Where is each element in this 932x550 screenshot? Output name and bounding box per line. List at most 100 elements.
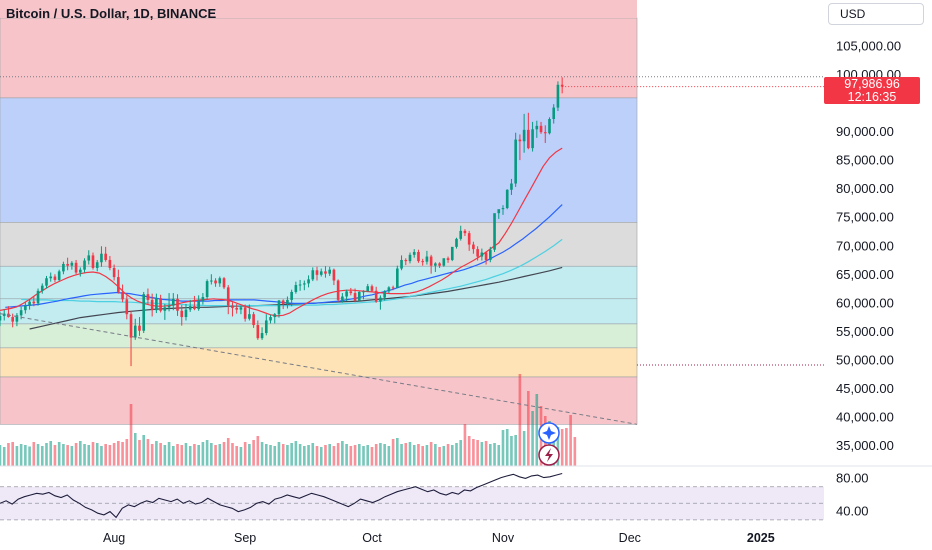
candle-body [560, 84, 564, 87]
volume-bar [176, 444, 179, 466]
chart-title: Bitcoin / U.S. Dollar, 1D, BINANCE [6, 6, 217, 21]
candle-body [345, 291, 348, 297]
volume-bar [324, 445, 327, 466]
candle-body [108, 259, 112, 268]
volume-bar [62, 444, 65, 466]
candle-body [548, 119, 551, 134]
candle-body [159, 298, 162, 311]
volume-bar [159, 443, 162, 466]
price-tick-label: 55,000.00 [836, 324, 894, 339]
volume-bar [28, 446, 31, 466]
candle-body [40, 285, 44, 291]
volume-bar [193, 444, 196, 466]
price-axis: 105,000.00100,000.0090,000.0085,000.0080… [836, 39, 901, 519]
volume-bar [70, 446, 74, 466]
date-tick-label: Sep [234, 531, 256, 545]
candle-body [362, 291, 365, 293]
volume-bar [277, 442, 281, 466]
volume-bar [573, 437, 577, 466]
candle-body [281, 300, 285, 304]
volume-bar [391, 439, 395, 466]
candle-body [201, 297, 205, 302]
candle-body [205, 281, 209, 298]
candle-body [19, 310, 23, 316]
candle-body [552, 107, 556, 120]
candle-body [463, 230, 467, 234]
support-resistance-zones [0, 0, 638, 425]
candle-body [150, 299, 154, 311]
volume-bar [104, 444, 107, 466]
lightning-badge-icon[interactable] [538, 444, 560, 466]
candle-body [11, 317, 14, 322]
volume-bar [290, 443, 293, 466]
candle-body [269, 317, 272, 321]
volume-bar [341, 441, 344, 466]
volume-bar [319, 447, 323, 466]
candle-body [290, 291, 293, 300]
candle-body [188, 306, 192, 310]
candle-body [117, 277, 120, 292]
zone-6 [0, 347, 638, 378]
candle-body [480, 252, 484, 257]
volume-bar [260, 442, 264, 466]
candle-body [0, 315, 2, 321]
candle-body [349, 291, 353, 294]
zone-2 [0, 222, 638, 267]
candle-body [74, 262, 78, 273]
candle-body [303, 283, 306, 285]
candle-body [484, 252, 488, 260]
price-tick-label: 45,000.00 [836, 381, 894, 396]
candle-body [193, 306, 196, 310]
candle-body [91, 255, 95, 268]
volume-bars [0, 374, 577, 466]
volume-bar [171, 446, 175, 466]
candle-body [184, 309, 188, 318]
volume-bar [446, 444, 450, 466]
volume-bar [112, 443, 116, 466]
volume-bar [87, 445, 91, 466]
rsi-tick-label: 40.00 [836, 504, 869, 519]
candle-body [455, 238, 458, 247]
volume-bar [167, 442, 171, 466]
volume-bar [231, 443, 234, 466]
price-tick-label: 35,000.00 [836, 438, 894, 453]
volume-bar [235, 446, 239, 466]
candle-body [450, 246, 454, 260]
star-badge-icon[interactable] [538, 422, 560, 444]
candle-body [176, 298, 179, 311]
indicator-icons[interactable] [538, 422, 560, 466]
volume-bar [188, 446, 192, 466]
candle-countdown: 12:16:35 [847, 90, 897, 104]
candle-body [222, 278, 226, 288]
volume-bar [248, 444, 251, 466]
candle-body [298, 284, 302, 286]
date-axis: Aug Sep Oct Nov Dec 2025 [103, 531, 775, 545]
volume-bar [11, 442, 14, 466]
volume-bar [484, 441, 488, 466]
candle-body [366, 286, 370, 292]
volume-bar [83, 444, 86, 466]
volume-bar [78, 441, 82, 466]
candle-body [32, 301, 36, 304]
candle-body [133, 325, 137, 338]
volume-bar [256, 436, 260, 466]
zone-1 [0, 97, 638, 223]
volume-bar [129, 404, 133, 466]
candle-body [256, 325, 260, 339]
candle-body [442, 258, 446, 266]
candle-body [417, 251, 420, 262]
candle-body [493, 213, 496, 250]
candle-body [319, 271, 323, 275]
candle-body [556, 84, 560, 108]
volume-bar [357, 444, 361, 466]
volume-bar [349, 446, 353, 466]
candle-body [273, 314, 277, 318]
candle-body [446, 258, 450, 260]
currency-selector[interactable]: USD [828, 3, 924, 25]
volume-bar [252, 440, 255, 466]
volume-bar [0, 445, 2, 466]
volume-bar [501, 430, 505, 466]
volume-bar [281, 444, 285, 466]
volume-bar [328, 444, 332, 466]
